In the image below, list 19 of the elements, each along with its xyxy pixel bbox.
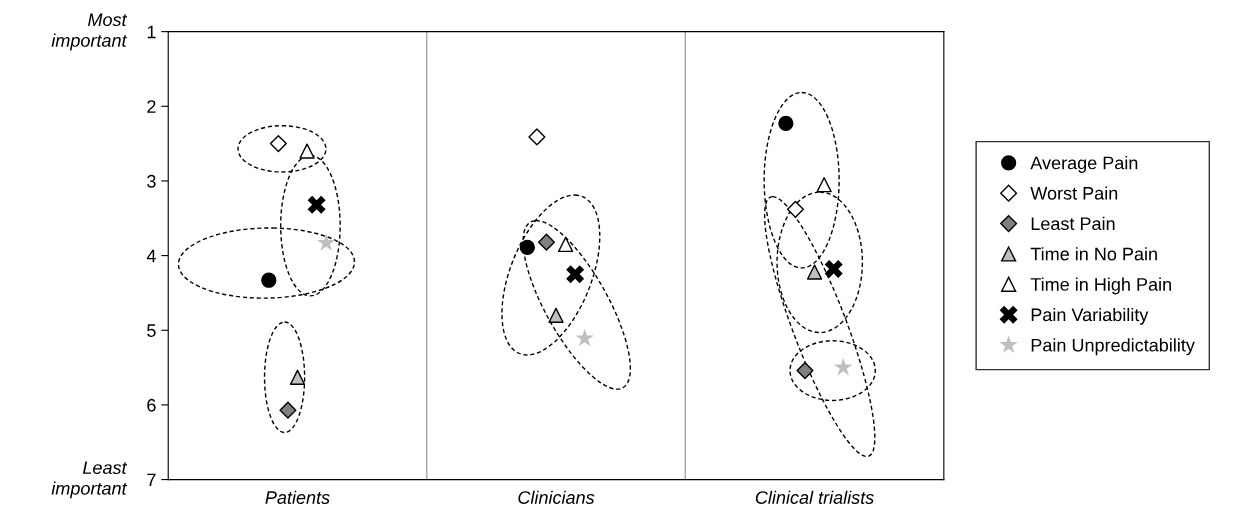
y-tick-label: 2 [147,100,156,113]
y-tick-label: 7 [147,473,156,487]
legend-label: Average Pain [1030,156,1138,173]
legend-label: Least Pain [1031,216,1115,231]
x-tick-label: Clinicians [518,490,595,504]
x-tick-label: Patients [265,490,330,504]
x-tick-label: Clinical trialists [755,490,874,504]
text: Least important [51,461,128,499]
legend-label: Pain Unpredictability [1031,338,1195,356]
legend-label: Pain Variability [1031,307,1149,325]
y-tick-label: 3 [147,174,156,188]
y-tick-label: 6 [147,398,156,412]
text: Most important [51,13,128,51]
y-tick-label: 4 [146,249,156,263]
y-tick-label: 5 [147,324,156,337]
legend-label: Worst Pain [1030,186,1118,200]
legend-label: Time in No Pain [1030,247,1157,261]
legend-label: Time in High Pain [1030,277,1171,295]
y-tick-label: 1 [147,25,156,39]
